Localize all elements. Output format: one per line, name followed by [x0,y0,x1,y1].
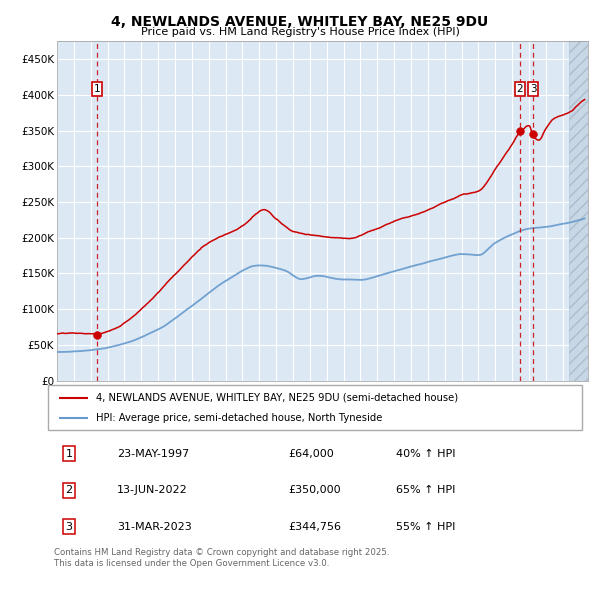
Bar [569,41,596,381]
Text: 1: 1 [65,449,73,458]
Text: £344,756: £344,756 [288,522,341,532]
Text: 55% ↑ HPI: 55% ↑ HPI [396,522,455,532]
Text: 2: 2 [65,486,73,495]
Text: 65% ↑ HPI: 65% ↑ HPI [396,486,455,495]
Text: 23-MAY-1997: 23-MAY-1997 [117,449,189,458]
Text: 3: 3 [530,84,536,94]
Text: 2: 2 [517,84,523,94]
Text: 1: 1 [94,84,101,94]
Text: 3: 3 [65,522,73,532]
Text: 13-JUN-2022: 13-JUN-2022 [117,486,188,495]
Text: £350,000: £350,000 [288,486,341,495]
Text: 4, NEWLANDS AVENUE, WHITLEY BAY, NE25 9DU: 4, NEWLANDS AVENUE, WHITLEY BAY, NE25 9D… [112,15,488,29]
Text: 40% ↑ HPI: 40% ↑ HPI [396,449,455,458]
Text: 31-MAR-2023: 31-MAR-2023 [117,522,192,532]
Text: £64,000: £64,000 [288,449,334,458]
Text: Contains HM Land Registry data © Crown copyright and database right 2025.
This d: Contains HM Land Registry data © Crown c… [54,548,389,568]
Text: Price paid vs. HM Land Registry's House Price Index (HPI): Price paid vs. HM Land Registry's House … [140,27,460,37]
FancyBboxPatch shape [48,385,582,430]
Text: HPI: Average price, semi-detached house, North Tyneside: HPI: Average price, semi-detached house,… [96,413,382,423]
Text: 4, NEWLANDS AVENUE, WHITLEY BAY, NE25 9DU (semi-detached house): 4, NEWLANDS AVENUE, WHITLEY BAY, NE25 9D… [96,393,458,402]
